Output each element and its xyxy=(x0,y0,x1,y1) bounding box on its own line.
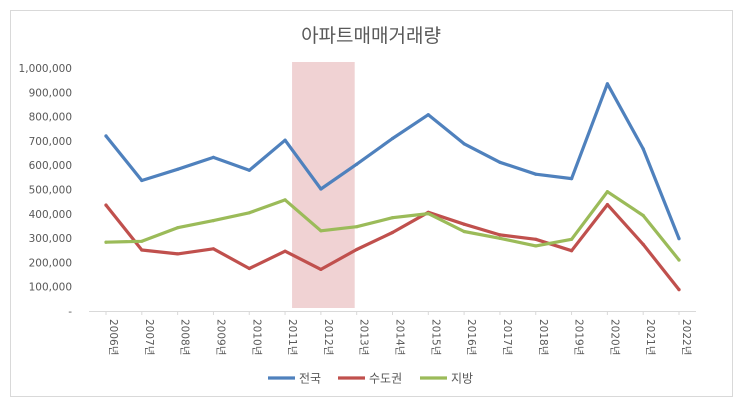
x-tick-label: 2014년 xyxy=(394,319,406,355)
data-point xyxy=(247,266,251,271)
data-point xyxy=(534,237,538,241)
x-tick-label: 2022년 xyxy=(680,319,692,355)
x-tick-label: 2011년 xyxy=(286,319,298,355)
data-point xyxy=(140,178,144,183)
y-tick-label: 300,000 xyxy=(29,233,72,245)
data-point xyxy=(390,136,395,141)
x-tick-label: 2020년 xyxy=(608,319,620,355)
y-tick-label: 200,000 xyxy=(29,257,72,269)
data-point xyxy=(211,155,215,159)
x-tick-label: 2016년 xyxy=(465,319,477,355)
data-point xyxy=(390,230,395,235)
x-tick-label: 2018년 xyxy=(537,319,549,355)
data-point xyxy=(247,211,251,215)
data-point xyxy=(247,168,251,172)
data-point xyxy=(355,162,359,166)
data-point xyxy=(570,177,574,181)
data-point xyxy=(570,249,574,253)
x-tick-label: 2013년 xyxy=(358,319,370,355)
data-point xyxy=(605,82,610,86)
x-tick-label: 2006년 xyxy=(107,319,119,355)
y-tick-label: 100,000 xyxy=(29,282,72,294)
data-point xyxy=(462,142,466,146)
data-point xyxy=(104,203,108,207)
data-point xyxy=(462,222,466,226)
data-point xyxy=(140,239,144,243)
data-point xyxy=(605,190,610,194)
data-point xyxy=(355,247,359,252)
data-point xyxy=(641,213,645,218)
legend-label: 지방 xyxy=(451,372,473,386)
data-point xyxy=(283,138,287,142)
y-tick-label: 400,000 xyxy=(29,209,72,221)
data-point xyxy=(104,134,108,138)
data-point xyxy=(176,167,180,171)
data-point xyxy=(498,160,502,164)
data-point xyxy=(677,237,681,241)
data-point xyxy=(390,216,395,220)
highlight-band xyxy=(292,62,355,308)
data-point xyxy=(426,212,430,216)
data-point xyxy=(104,240,108,244)
x-tick-label: 2021년 xyxy=(644,319,656,355)
y-tick-label: - xyxy=(68,306,72,318)
x-tick-label: 2019년 xyxy=(573,319,585,355)
x-tick-label: 2012년 xyxy=(322,319,334,355)
data-point xyxy=(140,248,144,252)
data-point xyxy=(534,172,538,176)
chart-title: 아파트매매거래량 xyxy=(301,25,441,47)
data-point xyxy=(534,244,538,248)
data-point xyxy=(641,242,645,246)
x-tick-label: 2007년 xyxy=(143,319,155,355)
data-point xyxy=(355,225,359,229)
x-tick-label: 2008년 xyxy=(179,319,191,355)
y-tick-label: 1,000,000 xyxy=(19,63,72,75)
data-point xyxy=(176,252,180,256)
legend-label: 수도권 xyxy=(369,372,402,386)
legend-label: 전국 xyxy=(299,372,321,386)
y-tick-label: 900,000 xyxy=(29,87,72,99)
data-point xyxy=(319,267,323,271)
data-point xyxy=(283,249,287,253)
data-point xyxy=(677,288,681,292)
data-point xyxy=(211,219,215,223)
y-tick-label: 500,000 xyxy=(29,185,72,197)
x-tick-label: 2017년 xyxy=(501,319,513,355)
x-tick-label: 2015년 xyxy=(429,319,441,355)
data-point xyxy=(498,233,502,237)
y-tick-label: 600,000 xyxy=(29,160,72,172)
data-point xyxy=(283,198,287,202)
data-point xyxy=(570,237,574,241)
data-point xyxy=(426,113,430,117)
x-tick-label: 2009년 xyxy=(214,319,226,355)
data-point xyxy=(641,147,645,151)
data-point xyxy=(211,247,215,251)
data-point xyxy=(677,258,681,262)
data-point xyxy=(319,187,323,191)
data-point xyxy=(605,203,610,207)
y-tick-label: 700,000 xyxy=(29,136,72,148)
y-tick-label: 800,000 xyxy=(29,112,72,124)
data-point xyxy=(319,229,323,233)
data-point xyxy=(462,229,466,234)
data-point xyxy=(176,226,180,230)
x-tick-label: 2010년 xyxy=(250,319,262,355)
data-point xyxy=(498,236,502,240)
chart-border xyxy=(10,10,733,397)
